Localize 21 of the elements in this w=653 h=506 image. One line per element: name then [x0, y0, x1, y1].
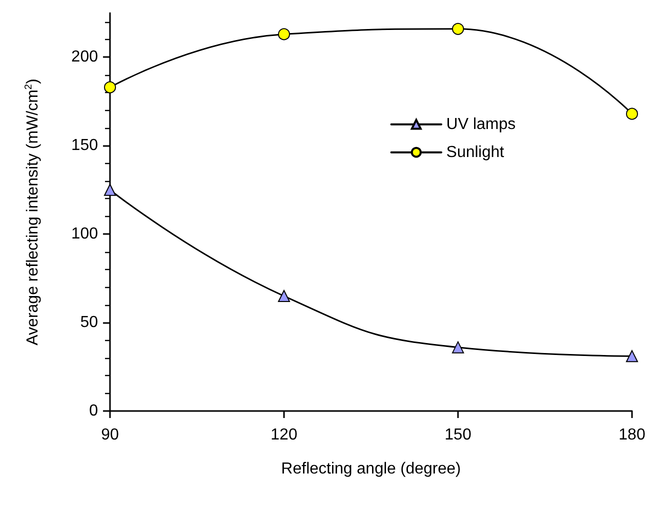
y-axis-title: Average reflecting intensity (mW/cm2)	[24, 78, 42, 346]
y-tick-label: 50	[80, 314, 98, 332]
x-tick-label: 150	[444, 426, 472, 444]
y-tick-label: 150	[71, 137, 98, 154]
point	[104, 184, 116, 196]
point	[278, 290, 290, 302]
y-tick-label: 100	[71, 226, 98, 243]
x-tick-label: 90	[101, 426, 119, 444]
y-tick-label: 0	[89, 402, 98, 420]
point	[278, 28, 290, 40]
point	[626, 108, 638, 120]
point	[626, 350, 638, 362]
point	[452, 341, 464, 354]
x-axis-title: Reflecting angle (degree)	[281, 460, 461, 478]
x-tick-label: 120	[270, 426, 298, 444]
point	[104, 81, 116, 94]
y-tick-label: 200	[71, 48, 98, 66]
point	[452, 22, 464, 35]
x-tick-label: 180	[618, 426, 646, 444]
legend-label: Sunlight	[446, 144, 505, 161]
legend-label: UV lamps	[446, 116, 516, 133]
